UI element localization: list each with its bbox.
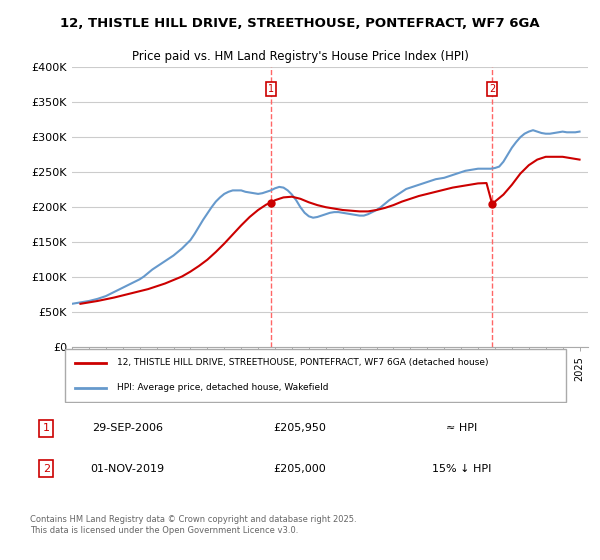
Text: ≈ HPI: ≈ HPI [446,423,478,433]
Text: 29-SEP-2006: 29-SEP-2006 [92,423,163,433]
Text: HPI: Average price, detached house, Wakefield: HPI: Average price, detached house, Wake… [117,383,328,392]
Text: Contains HM Land Registry data © Crown copyright and database right 2025.
This d: Contains HM Land Registry data © Crown c… [30,515,356,535]
Text: 12, THISTLE HILL DRIVE, STREETHOUSE, PONTEFRACT, WF7 6GA: 12, THISTLE HILL DRIVE, STREETHOUSE, PON… [60,17,540,30]
Text: 1: 1 [43,423,50,433]
Text: 01-NOV-2019: 01-NOV-2019 [90,464,164,474]
Text: £205,000: £205,000 [274,464,326,474]
Text: Price paid vs. HM Land Registry's House Price Index (HPI): Price paid vs. HM Land Registry's House … [131,50,469,63]
Text: 15% ↓ HPI: 15% ↓ HPI [433,464,491,474]
FancyBboxPatch shape [65,349,566,402]
Text: 12, THISTLE HILL DRIVE, STREETHOUSE, PONTEFRACT, WF7 6GA (detached house): 12, THISTLE HILL DRIVE, STREETHOUSE, PON… [117,358,488,367]
Text: 2: 2 [43,464,50,474]
Text: £205,950: £205,950 [274,423,326,433]
Text: 2: 2 [489,84,495,94]
Text: 1: 1 [268,84,274,94]
